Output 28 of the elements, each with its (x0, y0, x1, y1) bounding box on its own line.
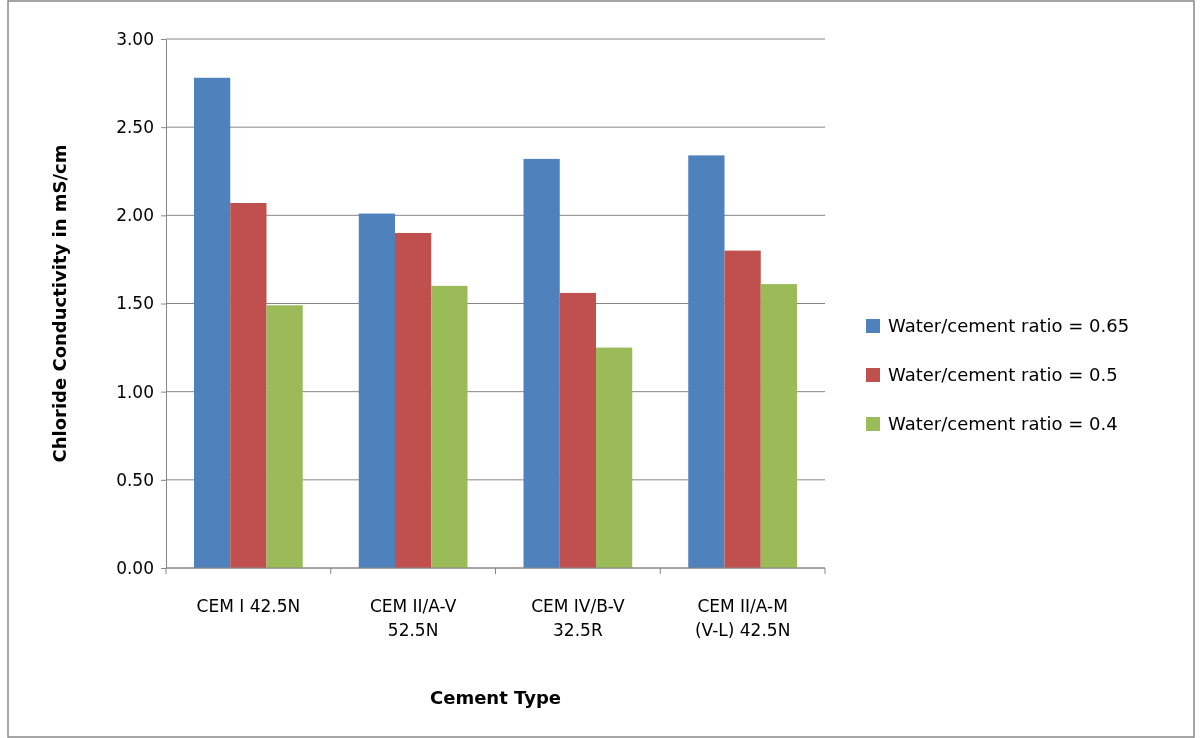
y-tick-label: 1.50 (116, 293, 154, 314)
legend-label: Water/cement ratio = 0.65 (888, 315, 1130, 336)
y-tick-label: 0.50 (116, 469, 154, 490)
x-tick-label: CEM I 42.5N (196, 596, 301, 616)
bar (431, 285, 468, 568)
y-tick-label: 0.00 (116, 557, 154, 578)
y-tick-label: 1.00 (116, 381, 154, 402)
bar (688, 155, 725, 568)
bar (523, 158, 560, 568)
bar (266, 305, 303, 568)
legend-label: Water/cement ratio = 0.4 (888, 413, 1118, 434)
bar (395, 232, 432, 568)
bar (358, 213, 395, 568)
bar (724, 250, 761, 568)
y-axis-title: Chloride Conductivity in mS/cm (49, 144, 70, 463)
x-tick-label: CEM II/A-M (V-L) 42.5N (694, 596, 791, 640)
y-tick-label: 2.50 (116, 117, 154, 138)
bar (230, 202, 267, 568)
bar (559, 292, 596, 568)
bar (596, 347, 633, 568)
y-tick-label: 3.00 (116, 28, 154, 49)
x-tick-label: CEM II/A-V 52.5N (369, 596, 457, 640)
x-axis-title: Cement Type (429, 687, 562, 708)
bar (194, 77, 231, 568)
x-tick-label: CEM IV/B-V 32.5R (531, 596, 625, 640)
legend-label: Water/cement ratio = 0.5 (888, 364, 1118, 385)
y-tick-label: 2.00 (116, 205, 154, 226)
bar (760, 284, 797, 568)
